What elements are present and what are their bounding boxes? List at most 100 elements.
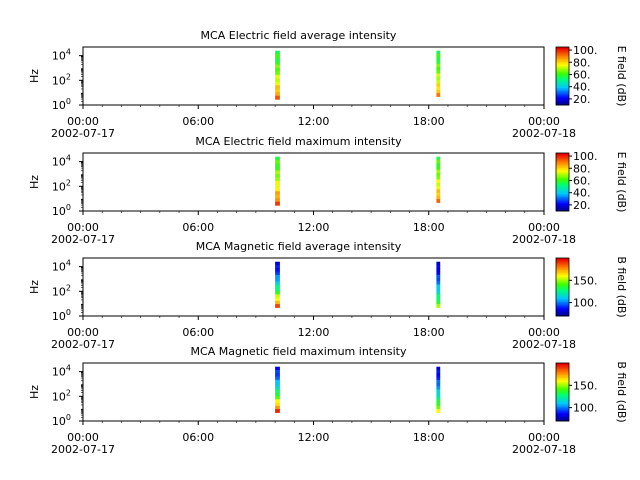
chart-title: MCA Electric field maximum intensity	[195, 135, 402, 148]
heatmap-cell	[436, 399, 441, 404]
heatmap-cell	[436, 192, 441, 197]
heatmap-cell	[275, 68, 280, 72]
colorbar-segment	[556, 168, 569, 171]
colorbar-segment	[556, 52, 569, 55]
x-tick-time: 00:00	[67, 326, 99, 339]
heatmap-cell	[436, 80, 441, 84]
heatmap-cell	[436, 176, 441, 181]
colorbar-tick-label: 150.	[573, 379, 598, 392]
heatmap-cell	[436, 173, 441, 177]
plot-frame	[82, 46, 545, 106]
heatmap-cell	[436, 392, 441, 397]
heatmap-cell	[436, 389, 441, 394]
colorbar-segment	[556, 365, 569, 368]
colorbar-segment	[556, 279, 569, 282]
heatmap-cell	[436, 373, 441, 377]
heatmap-cell	[275, 88, 280, 93]
colorbar-segment	[556, 99, 569, 102]
y-axis-label: Hz	[28, 385, 41, 399]
colorbar-segment	[556, 405, 569, 407]
colorbar-tick-label: 100.	[573, 44, 598, 57]
colorbar-segment	[556, 80, 569, 83]
colorbar-segment	[556, 190, 569, 193]
x-tick-time: 18:00	[413, 326, 445, 339]
heatmap-cell	[275, 304, 280, 308]
colorbar-segment	[556, 384, 569, 387]
colorbar-tick-label: 80.	[573, 162, 591, 175]
heatmap-cell	[436, 54, 441, 58]
colorbar-segment	[556, 297, 569, 299]
heatmap-cell	[275, 74, 280, 79]
colorbar-tick-label: 80.	[573, 56, 591, 69]
heatmap-cell	[436, 284, 441, 289]
heatmap-cell	[436, 281, 441, 286]
colorbar-segment	[556, 174, 569, 177]
colorbar-segment	[556, 275, 569, 278]
heatmap-cell	[275, 300, 280, 305]
colorbar-segment	[556, 73, 569, 75]
heatmap-cell	[436, 379, 441, 384]
x-tick-time: 12:00	[298, 431, 330, 444]
colorbar-segment	[556, 394, 569, 397]
colorbar-segment	[556, 195, 569, 197]
colorbar-segment	[556, 84, 569, 87]
heatmap-cell	[275, 383, 280, 387]
colorbar-segment	[556, 373, 569, 375]
y-tick-label: 104	[52, 48, 71, 63]
colorbar-segment	[556, 291, 569, 294]
colorbar-segment	[556, 314, 569, 317]
heatmap-cell	[436, 160, 441, 164]
y-tick-label: 102	[52, 283, 71, 298]
colorbar-segment	[556, 376, 569, 378]
heatmap-cell	[436, 179, 441, 184]
colorbar-segment	[556, 281, 569, 284]
colorbar-segment	[556, 392, 569, 394]
colorbar-segment	[556, 76, 569, 78]
colorbar-tick-label: 40.	[573, 187, 591, 200]
colorbar-segment	[556, 61, 569, 64]
heatmap-cell	[436, 70, 441, 75]
colorbar-segment	[556, 173, 569, 176]
colorbar-segment	[556, 91, 569, 94]
colorbar-segment	[556, 278, 569, 281]
colorbar-tick-label: 100.	[573, 402, 598, 415]
colorbar-segment	[556, 265, 569, 268]
colorbar-segment	[556, 364, 569, 367]
plot-frame	[82, 257, 545, 317]
colorbar-segment	[556, 403, 569, 406]
x-tick-date: 2002-07-17	[51, 127, 115, 140]
colorbar-label: E field (dB)	[615, 152, 628, 213]
colorbar-segment	[556, 158, 569, 161]
y-tick-label: 100	[52, 203, 71, 218]
colorbar-segment	[556, 387, 569, 390]
heatmap-cell	[275, 281, 280, 286]
colorbar-segment	[556, 97, 569, 100]
colorbar-segment	[556, 87, 569, 90]
y-tick-label: 100	[52, 308, 71, 323]
colorbar-segment	[556, 86, 569, 88]
heatmap-cell	[275, 392, 280, 397]
colorbar-tick-label: 60.	[573, 68, 591, 81]
colorbar-segment	[556, 103, 569, 106]
heatmap-cell	[436, 261, 441, 266]
colorbar-segment	[556, 302, 569, 305]
y-axis-label: Hz	[28, 280, 41, 294]
colorbar-segment	[556, 276, 569, 279]
colorbar-label: B field (dB)	[615, 361, 628, 422]
heatmap-cell	[436, 195, 441, 200]
heatmap-cell	[275, 402, 280, 407]
heatmap-cell	[436, 57, 441, 61]
colorbar-segment	[556, 155, 569, 158]
heatmap-cell	[275, 187, 280, 192]
colorbar-segment	[556, 74, 569, 77]
heatmap-cell	[275, 366, 280, 371]
colorbar-segment	[556, 378, 569, 381]
y-tick-label: 102	[52, 72, 71, 87]
heatmap-cell	[275, 409, 280, 413]
heatmap-cell	[275, 389, 280, 394]
x-tick-date: 2002-07-17	[51, 233, 115, 246]
heatmap-cell	[275, 370, 280, 374]
colorbar-segment	[556, 166, 569, 168]
heatmap-cell	[275, 95, 280, 100]
colorbar-segment	[556, 93, 569, 96]
